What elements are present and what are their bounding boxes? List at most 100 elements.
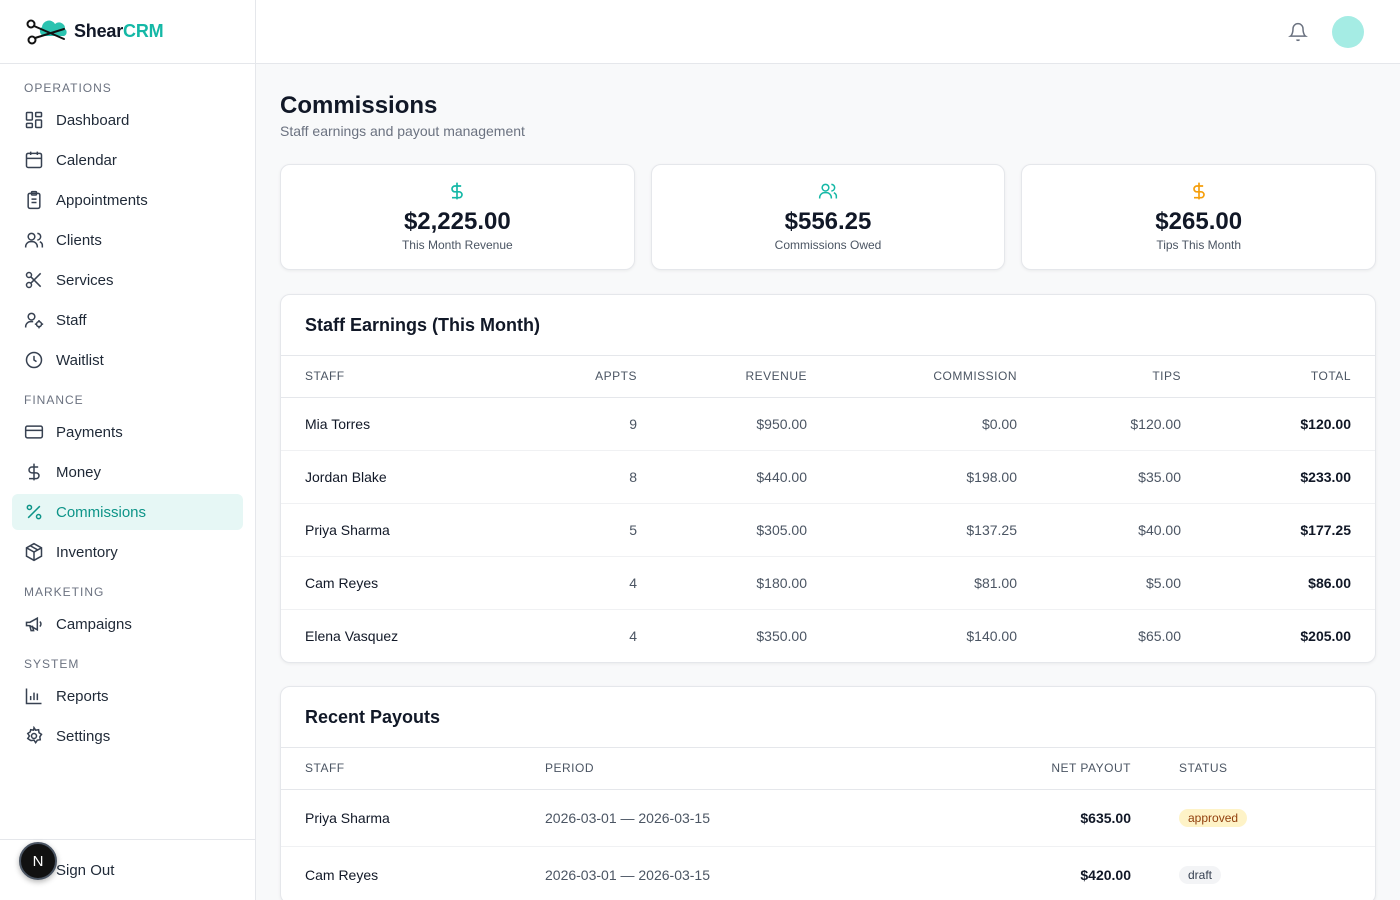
dollar-icon (1192, 182, 1205, 200)
table-header-row: STAFF PERIOD NET PAYOUT STATUS (281, 748, 1375, 790)
table-row[interactable]: Priya Sharma 5 $305.00 $137.25 $40.00 $1… (281, 503, 1375, 557)
column-header[interactable]: PERIOD (545, 748, 905, 790)
stat-label: Commissions Owed (774, 238, 882, 252)
appts-cell: 9 (501, 397, 637, 451)
avatar[interactable] (1332, 16, 1364, 48)
sidebar-item-payments[interactable]: Payments (12, 414, 243, 450)
staff-earnings-panel: Staff Earnings (This Month) STAFF APPTS … (280, 294, 1376, 663)
bell-icon[interactable] (1288, 22, 1308, 42)
sidebar-item-campaigns[interactable]: Campaigns (12, 606, 243, 642)
percent-icon (26, 504, 42, 520)
dashboard-icon (25, 111, 43, 129)
column-header[interactable]: REVENUE (637, 356, 807, 398)
bar-chart-icon (25, 688, 42, 705)
calendar-icon (25, 151, 43, 169)
sidebar-item-commissions[interactable]: Commissions (12, 494, 243, 530)
recent-payouts-panel: Recent Payouts STAFF PERIOD NET PAYOUT S… (280, 686, 1376, 900)
sign-out-button[interactable]: Sign Out (0, 839, 255, 900)
sidebar-item-label: Commissions (56, 503, 147, 521)
megaphone-icon (25, 616, 42, 632)
section-label-finance: FINANCE (24, 393, 84, 407)
sign-out-label: Sign Out (56, 861, 115, 879)
staff-cell: Priya Sharma (281, 503, 501, 557)
dev-tools-badge[interactable]: N (19, 842, 57, 880)
dollar-icon (28, 463, 40, 481)
column-header[interactable]: APPTS (501, 356, 637, 398)
stat-label: Tips This Month (1156, 238, 1242, 252)
commission-cell: $0.00 (807, 397, 1017, 451)
tips-cell: $40.00 (1017, 503, 1181, 557)
sidebar-item-inventory[interactable]: Inventory (12, 534, 243, 570)
scissors-icon (25, 271, 42, 289)
total-cell: $177.25 (1181, 503, 1375, 557)
clock-icon (25, 351, 43, 369)
panel-title: Staff Earnings (This Month) (281, 295, 1375, 356)
page-title: Commissions (280, 92, 438, 119)
main-content: Commissions Staff earnings and payout ma… (280, 64, 1377, 900)
staff-cell: Priya Sharma (281, 789, 545, 847)
table-row[interactable]: Jordan Blake 8 $440.00 $198.00 $35.00 $2… (281, 450, 1375, 504)
sidebar-item-staff[interactable]: Staff (12, 302, 243, 338)
sidebar-item-label: Dashboard (56, 111, 130, 129)
column-header[interactable]: TOTAL (1181, 356, 1375, 398)
appts-cell: 4 (629, 627, 637, 644)
revenue-cell: $305.00 (637, 503, 807, 557)
sidebar-item-appointments[interactable]: Appointments (12, 182, 243, 218)
sidebar-item-reports[interactable]: Reports (12, 678, 243, 714)
column-header[interactable]: COMMISSION (807, 356, 1017, 398)
table-row[interactable]: Mia Torres 9 $950.00 $0.00 $120.00 $120.… (281, 397, 1375, 451)
sidebar-item-label: Waitlist (56, 351, 104, 369)
sidebar-item-label: Campaigns (56, 615, 132, 633)
staff-earnings-table: STAFF APPTS REVENUE COMMISSION TIPS TOTA… (281, 356, 1375, 662)
period-cell: 2026-03-01 — 2026-03-15 (545, 866, 711, 883)
appts-cell: 8 (501, 450, 637, 504)
dollar-icon (451, 182, 464, 200)
sidebar-nav: OPERATIONS Dashboard Calendar Appointmen… (0, 64, 255, 754)
sidebar-item-waitlist[interactable]: Waitlist (12, 342, 243, 378)
sidebar-item-calendar[interactable]: Calendar (12, 142, 243, 178)
staff-cell: Cam Reyes (281, 556, 501, 610)
table-row[interactable]: Elena Vasquez 4 $350.00 $140.00 $65.00 $… (281, 609, 1375, 662)
column-header[interactable]: STATUS (1131, 748, 1375, 790)
table-row[interactable]: Cam Reyes 4 $180.00 $81.00 $5.00 $86.00 (281, 556, 1375, 610)
revenue-cell: $440.00 (637, 450, 807, 504)
staff-cell: Jordan Blake (281, 450, 501, 504)
stat-label: This Month Revenue (401, 238, 513, 252)
commission-cell: $140.00 (966, 627, 1017, 644)
commission-cell: $81.00 (807, 556, 1017, 610)
sidebar-item-label: Calendar (56, 151, 117, 169)
package-icon (25, 542, 43, 562)
column-header[interactable]: STAFF (281, 748, 545, 790)
tips-cell: $120.00 (1017, 397, 1181, 451)
gear-icon (26, 726, 43, 745)
brand[interactable]: ShearCRM (0, 0, 255, 64)
column-header[interactable]: STAFF (281, 356, 501, 398)
sidebar-item-label: Clients (56, 231, 102, 249)
appts-cell: 4 (501, 556, 637, 610)
sidebar-item-label: Settings (56, 727, 111, 745)
sidebar-item-clients[interactable]: Clients (12, 222, 243, 258)
appts-cell: 5 (501, 503, 637, 557)
topbar (256, 0, 1400, 64)
section-label-operations: OPERATIONS (24, 81, 112, 95)
section-label-system: SYSTEM (24, 657, 80, 671)
tips-cell: $35.00 (1017, 450, 1181, 504)
net-payout-cell: $420.00 (1080, 866, 1131, 883)
table-row[interactable]: Cam Reyes 2026-03-01 — 2026-03-15 $420.0… (281, 846, 1375, 900)
sidebar-item-settings[interactable]: Settings (12, 718, 243, 754)
clipboard-icon (27, 190, 41, 210)
revenue-cell: $950.00 (637, 397, 807, 451)
sidebar-item-dashboard[interactable]: Dashboard (12, 102, 243, 138)
section-label-marketing: MARKETING (24, 585, 105, 599)
sidebar-item-label: Reports (56, 687, 109, 705)
sidebar-item-label: Services (56, 271, 114, 289)
column-header[interactable]: NET PAYOUT (905, 748, 1131, 790)
credit-card-icon (24, 425, 44, 439)
table-row[interactable]: Priya Sharma 2026-03-01 — 2026-03-15 $63… (281, 789, 1375, 847)
sidebar-item-services[interactable]: Services (12, 262, 243, 298)
sidebar-item-money[interactable]: Money (12, 454, 243, 490)
column-header[interactable]: TIPS (1017, 356, 1181, 398)
brand-name: ShearCRM (74, 21, 164, 41)
status-badge: draft (1179, 865, 1222, 884)
users-icon (818, 183, 838, 199)
